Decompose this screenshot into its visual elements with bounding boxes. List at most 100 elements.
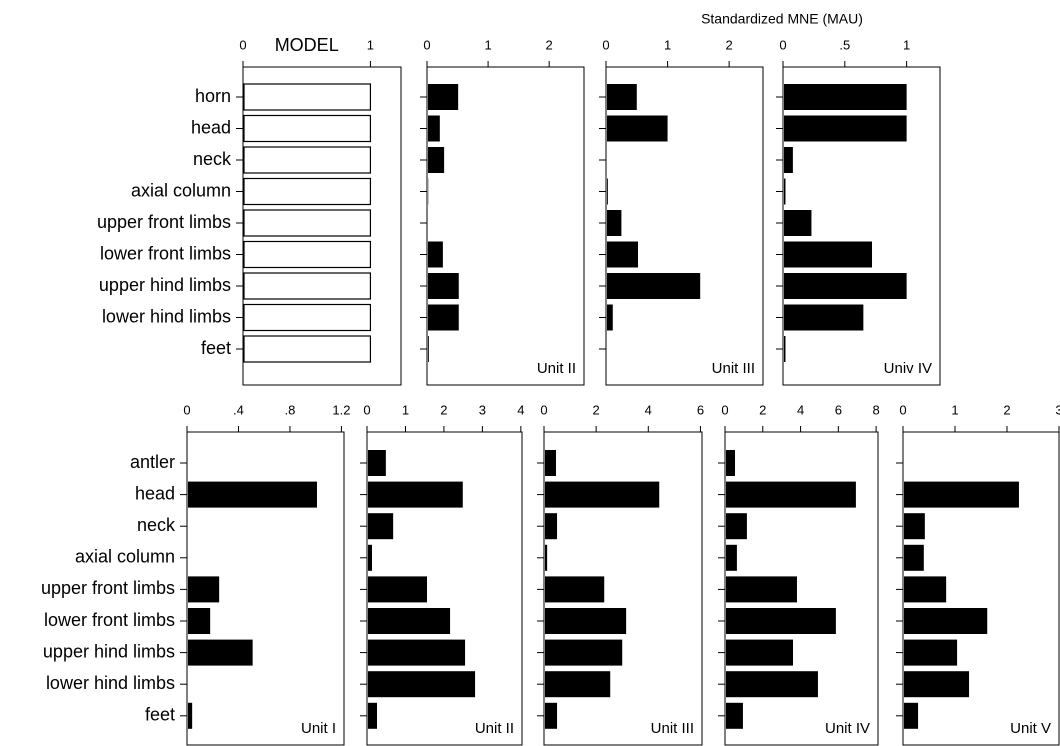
category-label: upper hind limbs [99, 275, 231, 295]
x-tick-label: 1 [664, 37, 671, 52]
bar [428, 116, 440, 142]
x-tick-label: 2 [759, 402, 766, 417]
bar [607, 179, 608, 205]
bar [545, 450, 556, 476]
bar [428, 273, 459, 299]
bar [368, 576, 427, 602]
bar [244, 84, 370, 110]
x-tick-label: 1 [951, 402, 958, 417]
panel-label: Unit II [537, 360, 576, 377]
bar [726, 545, 737, 571]
bar [726, 608, 836, 634]
panel-label: Unit III [712, 360, 755, 377]
bar [368, 450, 386, 476]
bar [607, 116, 668, 142]
x-tick-label: 8 [872, 402, 879, 417]
bar [904, 482, 1019, 508]
x-tick-label: 2 [726, 37, 733, 52]
bar [784, 210, 811, 236]
category-label: lower hind limbs [102, 306, 231, 326]
bar [607, 210, 621, 236]
x-tick-label: 1 [903, 37, 910, 52]
category-label: head [191, 117, 231, 137]
x-tick-label: 0 [423, 37, 430, 52]
bar [188, 482, 317, 508]
x-tick-label: 2 [546, 37, 553, 52]
category-label: neck [137, 515, 176, 535]
x-tick-label: 0 [899, 402, 906, 417]
bar [428, 305, 459, 331]
category-label: neck [193, 149, 232, 169]
bar [545, 608, 626, 634]
bar [784, 147, 793, 173]
bar [368, 545, 372, 571]
bar [244, 336, 370, 362]
bar [545, 482, 659, 508]
bar [784, 242, 872, 268]
bar [244, 116, 370, 142]
bar [726, 640, 793, 666]
bar [428, 242, 443, 268]
bar [784, 116, 907, 142]
panel-label: Unit II [475, 720, 514, 737]
panel-label: Univ IV [884, 360, 932, 377]
x-tick-label: 1 [484, 37, 491, 52]
x-tick-label: .5 [839, 37, 850, 52]
bar [545, 671, 610, 697]
x-tick-label: 2 [440, 402, 447, 417]
bar [607, 305, 613, 331]
category-label: lower front limbs [100, 243, 231, 263]
bar [244, 242, 370, 268]
bar [904, 703, 918, 729]
bar [368, 608, 450, 634]
x-tick-label: 2 [1003, 402, 1010, 417]
bar [188, 608, 210, 634]
bar [784, 84, 907, 110]
x-tick-label: 0 [540, 402, 547, 417]
bar [784, 336, 785, 362]
bar [368, 513, 393, 539]
bar [545, 576, 604, 602]
panel-label: Unit IV [825, 720, 870, 737]
x-tick-label: 1 [402, 402, 409, 417]
x-tick-label: .8 [285, 402, 296, 417]
category-label: horn [195, 86, 231, 106]
category-label: upper hind limbs [43, 641, 175, 661]
x-tick-label: 6 [835, 402, 842, 417]
bar [726, 576, 797, 602]
bar [904, 576, 946, 602]
chart: Standardized MNE (MAU) 0 1 MODEL horn head ne… [0, 0, 1060, 746]
panel-title: MODEL [275, 35, 339, 55]
bar [726, 703, 743, 729]
bar [904, 671, 969, 697]
bar [726, 671, 818, 697]
bar [428, 147, 444, 173]
bar [726, 450, 735, 476]
bar [188, 576, 219, 602]
bar [784, 273, 907, 299]
x-tick-label: 4 [645, 402, 652, 417]
bar [904, 545, 924, 571]
bar [904, 608, 987, 634]
panel-label: Unit III [651, 720, 694, 737]
plot-frame [606, 67, 763, 385]
bar [607, 242, 638, 268]
bar [545, 545, 547, 571]
category-label: axial column [131, 180, 231, 200]
bar [244, 210, 370, 236]
bar [545, 640, 622, 666]
bar [368, 671, 475, 697]
bar [428, 336, 429, 362]
bar [368, 482, 463, 508]
panel-label: Unit I [301, 720, 336, 737]
x-tick-label: 2 [593, 402, 600, 417]
category-label: feet [201, 338, 231, 358]
x-tick-label: 4 [517, 402, 524, 417]
bar [545, 703, 557, 729]
category-label: axial column [75, 547, 175, 567]
bar [607, 273, 700, 299]
x-tick-label: 3 [479, 402, 486, 417]
category-label: upper front limbs [97, 212, 231, 232]
axis-title: Standardized MNE (MAU) [701, 11, 863, 27]
x-tick-label: 1 [367, 37, 374, 52]
